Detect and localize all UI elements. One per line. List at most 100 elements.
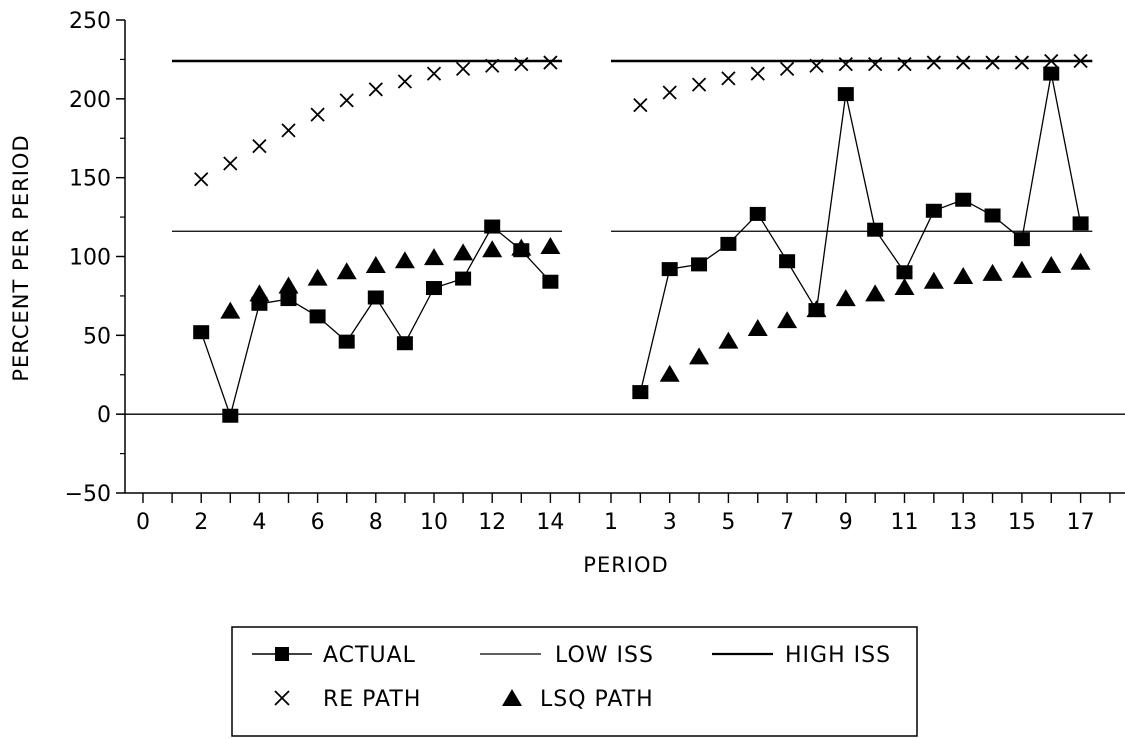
actual-point bbox=[367, 290, 384, 305]
re-path-point bbox=[868, 57, 883, 72]
y-tick-label: −50 bbox=[65, 482, 111, 507]
lsq-path-point bbox=[424, 248, 444, 266]
re-path-point bbox=[485, 58, 500, 73]
lsq-path-point bbox=[365, 255, 386, 273]
y-tick-label: 0 bbox=[97, 403, 111, 428]
x-tick-label: 2 bbox=[194, 510, 208, 535]
actual-series-line bbox=[639, 73, 1082, 393]
lsq-path-point bbox=[394, 251, 415, 269]
y-axis-title: PERCENT PER PERIOD bbox=[9, 134, 33, 381]
actual-point bbox=[542, 274, 559, 289]
x-tick-label: 6 bbox=[311, 510, 325, 535]
re-path-point bbox=[543, 55, 558, 70]
x-tick-label: 4 bbox=[252, 510, 266, 535]
re-path-point bbox=[691, 77, 707, 92]
x-tick-label: 11 bbox=[891, 510, 919, 535]
re-path-point bbox=[662, 85, 677, 100]
actual-point bbox=[426, 281, 442, 296]
x-tick-label: 1 bbox=[604, 510, 618, 535]
actual-point bbox=[720, 236, 737, 251]
legend-label-actual: ACTUAL bbox=[323, 643, 416, 668]
actual-point bbox=[513, 243, 530, 258]
re-path-point bbox=[194, 172, 209, 187]
lsq-path-point bbox=[659, 364, 680, 382]
legend-box bbox=[231, 626, 918, 737]
re-path-point bbox=[779, 61, 795, 77]
x-tick-label: 9 bbox=[839, 510, 853, 535]
y-tick-label: 250 bbox=[69, 9, 111, 34]
re-path-point bbox=[310, 107, 325, 122]
lsq-path-point bbox=[453, 243, 474, 261]
x-tick-label: 12 bbox=[478, 510, 506, 535]
actual-point bbox=[984, 208, 1001, 223]
lsq-path-point bbox=[482, 240, 503, 258]
actual-point bbox=[808, 303, 825, 318]
lsq-path-point bbox=[307, 268, 328, 286]
legend-label-re-path: RE PATH bbox=[323, 687, 421, 712]
actual-point bbox=[779, 254, 796, 269]
lsq-path-point bbox=[718, 331, 739, 349]
re-path-point bbox=[1044, 53, 1059, 69]
actual-point bbox=[1013, 232, 1030, 247]
re-path-point bbox=[956, 55, 971, 70]
lsq-path-point bbox=[835, 289, 856, 307]
x-tick-label: 17 bbox=[1067, 510, 1095, 535]
lsq-path-point bbox=[953, 266, 974, 284]
re-path-point bbox=[397, 74, 413, 89]
legend-label-high-iss: HIGH ISS bbox=[785, 643, 891, 668]
lsq-path-point bbox=[1041, 255, 1062, 273]
x-tick-label: 13 bbox=[949, 510, 977, 535]
actual-point bbox=[396, 336, 413, 351]
legend-square-marker bbox=[275, 647, 289, 661]
legend-item-low-iss: LOW ISS bbox=[480, 643, 654, 668]
lsq-path-point bbox=[540, 237, 561, 255]
actual-point bbox=[338, 334, 355, 349]
re-path-point bbox=[721, 71, 736, 86]
re-path-point bbox=[633, 98, 648, 113]
actual-point bbox=[455, 271, 472, 286]
re-path-point bbox=[514, 57, 529, 72]
x-tick-label: 0 bbox=[136, 510, 150, 535]
y-tick-label: 200 bbox=[69, 88, 111, 113]
x-tick-label: 8 bbox=[369, 510, 383, 535]
re-path-point bbox=[223, 156, 238, 171]
lsq-path-point bbox=[336, 262, 357, 280]
re-path-point bbox=[750, 66, 765, 81]
legend: ACTUAL LOW ISS HIGH ISS RE PATH LSQ PATH bbox=[231, 626, 918, 737]
lsq-path-point bbox=[278, 276, 299, 294]
legend-label-low-iss: LOW ISS bbox=[555, 643, 654, 668]
re-path-point bbox=[281, 123, 296, 138]
re-path-point bbox=[897, 57, 912, 72]
actual-point bbox=[309, 309, 326, 324]
legend-item-actual: ACTUAL bbox=[252, 643, 416, 668]
actual-point bbox=[837, 87, 854, 102]
actual-point bbox=[632, 385, 649, 400]
lsq-path-point bbox=[747, 319, 768, 337]
lsq-path-point bbox=[865, 284, 886, 302]
x-axis-title: PERIOD bbox=[583, 553, 668, 577]
actual-point bbox=[193, 325, 210, 340]
x-tick-label: 7 bbox=[780, 510, 794, 535]
legend-triangle-marker bbox=[502, 689, 522, 706]
legend-x-marker bbox=[274, 690, 290, 706]
re-path-point bbox=[1014, 55, 1030, 70]
lsq-path-point bbox=[1070, 252, 1091, 270]
actual-point bbox=[691, 257, 708, 272]
re-path-point bbox=[809, 58, 824, 73]
re-path-point bbox=[926, 55, 941, 70]
y-tick-label: 100 bbox=[69, 246, 111, 271]
re-path-point bbox=[426, 66, 442, 81]
actual-point bbox=[1043, 66, 1060, 81]
y-tick-label: 150 bbox=[69, 167, 111, 192]
re-path-point bbox=[455, 61, 471, 77]
lsq-path-point bbox=[220, 301, 241, 319]
lsq-path-point bbox=[894, 278, 915, 296]
actual-point bbox=[867, 222, 884, 237]
lsq-path-point bbox=[1011, 260, 1032, 278]
x-tick-label: 10 bbox=[420, 510, 448, 535]
actual-point bbox=[251, 296, 268, 311]
legend-item-lsq-path: LSQ PATH bbox=[502, 687, 653, 712]
actual-point bbox=[222, 408, 239, 423]
x-tick-label: 5 bbox=[721, 510, 735, 535]
